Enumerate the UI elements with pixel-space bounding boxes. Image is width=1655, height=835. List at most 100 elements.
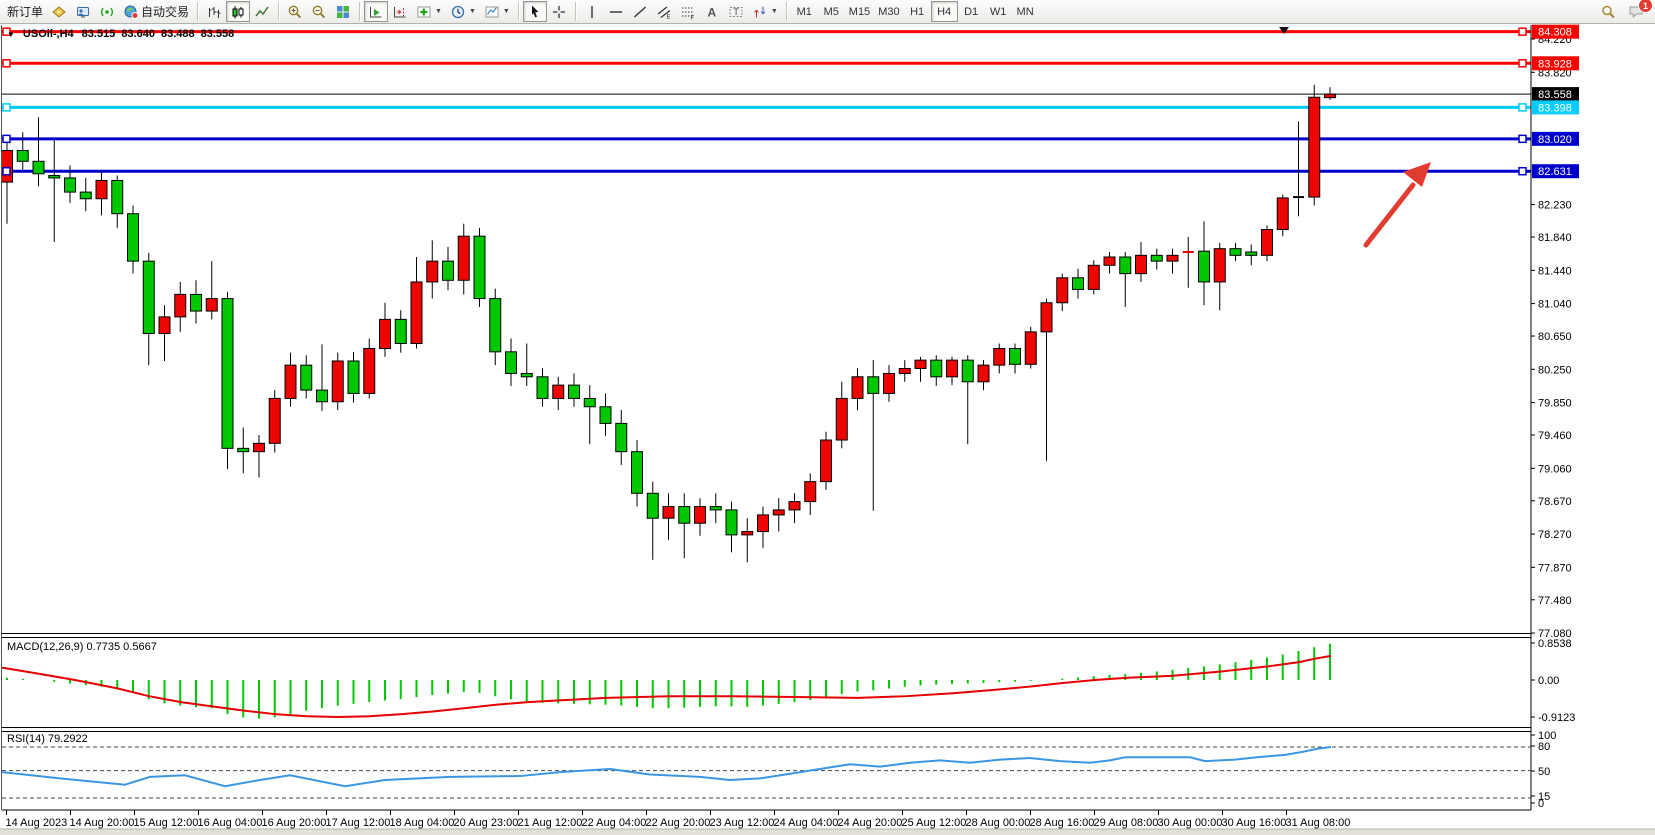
timeframe-m1-button[interactable]: M1 [791, 1, 818, 22]
rsi-scale-label: 100 [1538, 730, 1556, 742]
horizontal-line-button[interactable] [604, 1, 628, 22]
zoom-in-button[interactable] [283, 1, 307, 22]
line-handle[interactable] [2, 27, 11, 36]
indicators-button[interactable]: ▼ [412, 1, 446, 22]
vertical-line-icon [584, 4, 600, 20]
time-tick-label: 16 Aug 04:00 [198, 817, 263, 829]
horizontal-line-objects[interactable] [2, 30, 1531, 173]
text-label-button[interactable]: T [724, 1, 748, 22]
time-position-marker [1279, 27, 1289, 34]
candlesticks-button[interactable] [226, 1, 251, 22]
new-order-button[interactable]: 新订单 [3, 1, 47, 22]
trend-line-button[interactable] [628, 1, 652, 22]
toolbar-separator [278, 2, 280, 21]
accounts-button[interactable] [71, 1, 95, 22]
svg-text:A: A [707, 5, 716, 19]
svg-text:T: T [733, 7, 739, 17]
line-handle[interactable] [1518, 166, 1527, 176]
cursor-button[interactable] [522, 1, 547, 22]
tile-windows-button[interactable] [331, 1, 355, 22]
chart-shift-button[interactable] [388, 1, 412, 22]
line-handle[interactable] [1518, 27, 1527, 36]
ohlc-low: 83.488 [160, 28, 195, 40]
line-handle[interactable] [2, 166, 11, 176]
periods-icon [450, 4, 466, 20]
auto-scroll-button[interactable] [364, 1, 389, 22]
timeframe-label: M1 [796, 5, 812, 18]
templates-button[interactable]: ▼ [480, 1, 514, 22]
fibonacci-button[interactable]: F [676, 1, 700, 22]
timeframe-label: M5 [823, 5, 839, 18]
line-handle[interactable] [1518, 103, 1527, 112]
line-handle[interactable] [1518, 59, 1527, 68]
timeframe-m15-button[interactable]: M15 [845, 1, 874, 22]
dropdown-arrow-icon[interactable]: ▼ [435, 8, 442, 15]
macd-signal-line [1, 654, 1332, 719]
timeframe-h4-button[interactable]: H4 [930, 1, 958, 22]
dropdown-arrow-icon[interactable]: ▼ [502, 8, 510, 15]
main-toolbar: 新订单 自动交易 ▼ ▼ ▼ E F A T ▼ M1 M5 M15 M30 H1 H4 D1 W1 MN 1 [0, 0, 1655, 24]
chat-button[interactable]: 1 [1624, 0, 1653, 22]
price-line-label: 82.631 [1538, 166, 1572, 178]
time-tick-label: 31 Aug 08:00 [1286, 817, 1351, 829]
window-bottom-edge [0, 829, 1655, 835]
text-button[interactable]: A [700, 1, 724, 22]
timeframe-mn-button[interactable]: MN [1012, 1, 1039, 22]
line-chart-button[interactable] [250, 1, 274, 22]
dropdown-arrow-icon[interactable]: ▼ [770, 8, 778, 15]
time-tick-label: 20 Aug 23:00 [454, 817, 519, 829]
trend-arrow[interactable] [1363, 182, 1416, 248]
time-tick-label: 24 Aug 04:00 [774, 817, 839, 829]
signals-button[interactable] [95, 1, 119, 22]
cursor-icon [527, 4, 543, 20]
annotations[interactable] [1279, 27, 1431, 248]
autotrade-button[interactable]: 自动交易 [119, 1, 193, 22]
price-tick-label: 80.650 [1538, 331, 1572, 343]
time-tick-label: 30 Aug 00:00 [1158, 817, 1223, 829]
svg-text:F: F [690, 15, 694, 20]
time-tick-label: 25 Aug 12:00 [902, 817, 967, 829]
time-tick-label: 14 Aug 2023 [6, 817, 68, 829]
channel-button[interactable]: E [652, 1, 676, 22]
timeframe-label: H4 [937, 5, 952, 18]
timeframe-d1-button[interactable]: D1 [958, 1, 985, 22]
price-tick-label: 80.250 [1538, 364, 1572, 376]
gold-button[interactable] [47, 1, 71, 22]
periods-button[interactable]: ▼ [446, 1, 480, 22]
line-handles[interactable] [2, 27, 1527, 176]
ohlc-close: 83.558 [200, 28, 235, 40]
chart-menu-icon[interactable]: ▼ [7, 29, 15, 39]
price-tick-label: 82.230 [1538, 200, 1572, 212]
toolbar-separator [785, 2, 787, 21]
dropdown-arrow-icon[interactable]: ▼ [468, 8, 476, 15]
crosshair-button[interactable] [547, 1, 571, 22]
timeframe-label: W1 [989, 5, 1007, 18]
timeframe-m5-button[interactable]: M5 [818, 1, 845, 22]
arrows-button[interactable]: ▼ [748, 1, 782, 22]
timeframe-h1-button[interactable]: H1 [904, 1, 931, 22]
trend-line-icon [632, 4, 648, 20]
timeframe-m30-button[interactable]: M30 [874, 1, 903, 22]
line-handle[interactable] [2, 134, 11, 144]
time-tick-label: 18 Aug 04:00 [390, 817, 455, 829]
symbol-period-label: USOil-,H4 [22, 28, 74, 40]
trend-arrow-head[interactable] [1403, 162, 1431, 187]
line-handle[interactable] [1518, 134, 1527, 144]
price-line-label: 83.020 [1538, 134, 1572, 146]
price-tick-label: 77.080 [1538, 628, 1572, 640]
price-line-label: 83.928 [1538, 58, 1572, 70]
line-handle[interactable] [2, 59, 11, 68]
ohlc-high: 83.640 [121, 28, 155, 40]
timeframe-w1-button[interactable]: W1 [985, 1, 1012, 22]
vertical-line-button[interactable] [580, 1, 604, 22]
bar-chart-button[interactable] [202, 1, 226, 22]
search-button[interactable] [1596, 1, 1620, 22]
time-tick-label: 30 Aug 16:00 [1222, 817, 1287, 829]
line-handle[interactable] [2, 103, 11, 112]
channel-icon: E [656, 4, 672, 20]
zoom-out-button[interactable] [307, 1, 331, 22]
text-label-icon: T [728, 4, 744, 20]
time-tick-label: 28 Aug 16:00 [1030, 817, 1095, 829]
